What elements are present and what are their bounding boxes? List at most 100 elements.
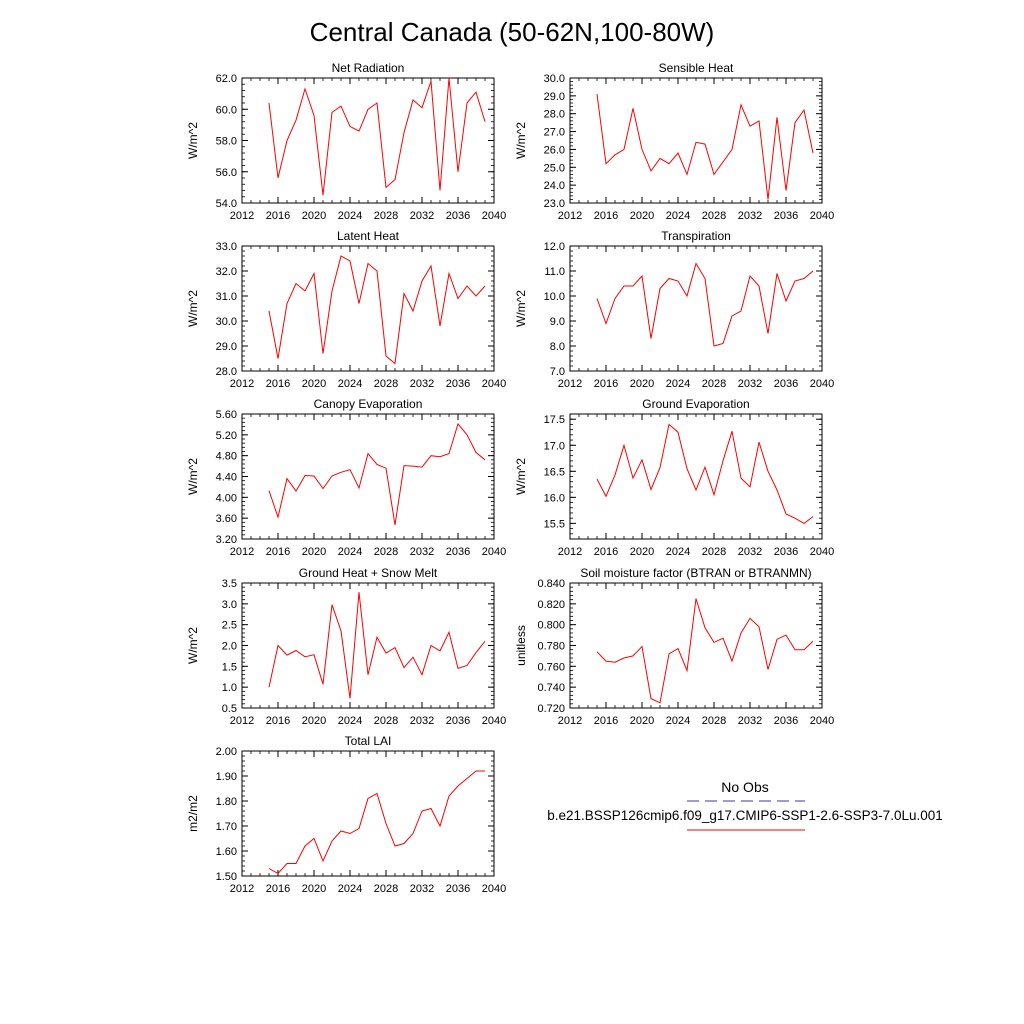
x-tick-label: 2016: [266, 210, 290, 222]
chart-panel-1: Net Radiation W/m^2 2012 2016 2020 2024 2028 20…: [186, 61, 506, 222]
y-tick-label: 0.840: [537, 578, 565, 590]
y-tick-label: 1.50: [216, 871, 237, 883]
chart-panel-4: Transpiration W/m^2 2012 2016 2020 2024 2028 20…: [514, 229, 834, 390]
x-tick-label: 2028: [702, 210, 726, 222]
x-tick-label: 2032: [738, 715, 762, 727]
chart-panel-7: Ground Heat + Snow Melt W/m^2 2012 2016 2020…: [186, 566, 506, 727]
chart-title: Total LAI: [345, 734, 392, 748]
x-tick-label: 2036: [446, 546, 470, 558]
plot-frame: [241, 750, 495, 877]
x-tick-label: 2012: [558, 210, 582, 222]
x-tick-label: 2016: [594, 378, 618, 390]
x-tick-label: 2036: [446, 210, 470, 222]
series-line: [268, 770, 485, 875]
x-tick-label: 2028: [374, 883, 398, 895]
y-tick-label: 16.5: [544, 466, 565, 478]
y-tick-label: 29.0: [216, 341, 237, 353]
y-tick-label: 1.5: [222, 661, 237, 673]
y-tick-label: 10.0: [544, 291, 565, 303]
x-tick-label: 2016: [594, 210, 618, 222]
x-tick-label: 2032: [410, 715, 434, 727]
x-tick-label: 2024: [338, 546, 362, 558]
y-tick-label: 0.820: [537, 599, 565, 611]
y-tick-label: 9.0: [550, 316, 565, 328]
legend: No Obs b.e21.BSSP126cmip6.f09_g17.CMIP6-…: [547, 779, 943, 831]
chart-title: Latent Heat: [337, 229, 400, 243]
y-tick-label: 17.0: [544, 440, 565, 452]
y-axis-label: W/m^2: [186, 458, 200, 495]
x-tick-label: 2036: [446, 378, 470, 390]
series-line: [596, 423, 814, 524]
x-tick-label: 2024: [666, 378, 690, 390]
y-tick-label: 25.0: [544, 162, 565, 174]
y-tick-label: 1.80: [216, 796, 237, 808]
x-tick-label: 2012: [230, 883, 254, 895]
x-tick-label: 2040: [482, 546, 506, 558]
y-tick-label: 15.5: [544, 518, 565, 530]
x-tick-label: 2032: [410, 378, 434, 390]
plot-frame: [569, 77, 823, 204]
x-tick-label: 2012: [558, 715, 582, 727]
x-tick-label: 2040: [482, 210, 506, 222]
x-tick-label: 2036: [774, 210, 798, 222]
x-tick-label: 2020: [302, 378, 326, 390]
y-tick-label: 29.0: [544, 91, 565, 103]
x-tick-label: 2024: [338, 378, 362, 390]
legend-model-label: b.e21.BSSP126cmip6.f09_g17.CMIP6-SSP1-2.…: [547, 808, 943, 823]
y-axis-label: unitless: [514, 625, 528, 666]
x-tick-label: 2028: [374, 378, 398, 390]
x-tick-label: 2040: [810, 715, 834, 727]
y-tick-label: 60.0: [216, 104, 237, 116]
x-tick-label: 2012: [558, 546, 582, 558]
x-tick-label: 2032: [410, 883, 434, 895]
series-line: [596, 262, 814, 347]
series-line: [596, 94, 814, 200]
series-line: [268, 77, 486, 196]
x-tick-label: 2032: [738, 546, 762, 558]
y-tick-label: 30.0: [544, 73, 565, 85]
y-tick-label: 28.0: [544, 109, 565, 121]
chart-title: Soil moisture factor (BTRAN or BTRANMN): [580, 566, 811, 580]
x-tick-label: 2016: [266, 715, 290, 727]
x-tick-label: 2020: [302, 715, 326, 727]
x-tick-label: 2032: [410, 210, 434, 222]
figure-title: Central Canada (50-62N,100-80W): [310, 17, 715, 47]
y-tick-label: 56.0: [216, 167, 237, 179]
panels: Net Radiation W/m^2 2012 2016 2020 2024 2028 20…: [186, 61, 834, 895]
y-tick-label: 11.0: [544, 266, 565, 278]
plot-frame: [241, 413, 495, 540]
y-tick-label: 1.70: [216, 821, 237, 833]
y-tick-label: 0.760: [537, 661, 565, 673]
y-tick-label: 0.740: [537, 682, 565, 694]
x-tick-label: 2020: [302, 546, 326, 558]
chart-title: Transpiration: [661, 229, 731, 243]
x-tick-label: 2032: [410, 546, 434, 558]
y-tick-label: 58.0: [216, 136, 237, 148]
x-tick-label: 2012: [230, 210, 254, 222]
x-tick-label: 2036: [774, 378, 798, 390]
x-tick-label: 2024: [666, 210, 690, 222]
y-tick-label: 0.780: [537, 641, 565, 653]
x-tick-label: 2020: [302, 883, 326, 895]
y-tick-label: 2.00: [216, 746, 237, 758]
x-tick-label: 2016: [594, 546, 618, 558]
y-axis-label: W/m^2: [514, 458, 528, 495]
y-tick-label: 27.0: [544, 127, 565, 139]
y-axis-label: W/m^2: [514, 290, 528, 327]
x-tick-label: 2024: [338, 210, 362, 222]
y-axis-label: W/m^2: [186, 290, 200, 327]
x-tick-label: 2012: [230, 715, 254, 727]
x-tick-label: 2024: [666, 715, 690, 727]
x-tick-label: 2012: [230, 546, 254, 558]
y-tick-label: 1.0: [222, 682, 237, 694]
y-tick-label: 1.90: [216, 771, 237, 783]
x-tick-label: 2020: [630, 546, 654, 558]
chart-title: Ground Evaporation: [642, 397, 749, 411]
x-tick-label: 2028: [374, 546, 398, 558]
y-tick-label: 54.0: [216, 198, 237, 210]
chart-panel-6: Ground Evaporation W/m^2 2012 2016 2020 2024 2…: [514, 397, 834, 558]
x-tick-label: 2028: [702, 378, 726, 390]
x-tick-label: 2016: [266, 378, 290, 390]
x-tick-label: 2032: [738, 378, 762, 390]
